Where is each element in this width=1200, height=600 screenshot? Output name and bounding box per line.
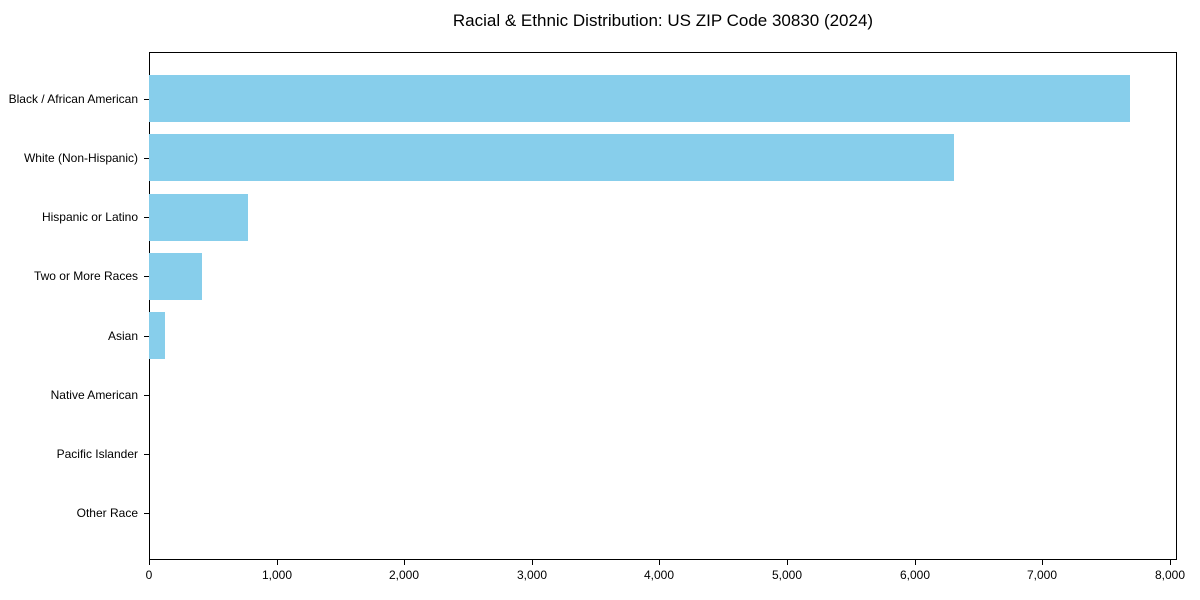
x-tick-mark	[149, 560, 150, 565]
x-tick-label-1000: 1,000	[261, 568, 293, 582]
x-tick-label-8000: 8,000	[1154, 568, 1186, 582]
bar-black-african-american	[149, 75, 1130, 122]
x-tick-mark	[787, 560, 788, 565]
y-tick-label-other-race: Other Race	[76, 506, 138, 520]
x-tick-mark	[277, 560, 278, 565]
x-tick-label-6000: 6,000	[899, 568, 931, 582]
bar-hispanic-or-latino	[149, 194, 248, 241]
x-tick-mark	[915, 560, 916, 565]
y-tick-mark	[144, 99, 149, 100]
bar-white-non-hispanic	[149, 134, 954, 181]
y-tick-mark	[144, 454, 149, 455]
x-tick-mark	[659, 560, 660, 565]
chart-title: Racial & Ethnic Distribution: US ZIP Cod…	[452, 11, 874, 30]
y-tick-label-native-american: Native American	[50, 388, 138, 402]
x-tick-label-0: 0	[145, 568, 153, 582]
bar-two-or-more-races	[149, 253, 202, 300]
x-tick-label-2000: 2,000	[388, 568, 420, 582]
y-tick-label-asian: Asian	[107, 329, 138, 343]
y-tick-mark	[144, 395, 149, 396]
y-tick-mark	[144, 336, 149, 337]
y-tick-mark	[144, 217, 149, 218]
x-tick-label-4000: 4,000	[643, 568, 675, 582]
x-tick-mark	[1042, 560, 1043, 565]
y-tick-label-pacific-islander: Pacific Islander	[56, 447, 138, 461]
x-tick-label-7000: 7,000	[1026, 568, 1058, 582]
y-tick-label-hispanic-or-latino: Hispanic or Latino	[41, 210, 138, 224]
y-tick-label-white-non-hispanic: White (Non-Hispanic)	[23, 151, 138, 165]
plot-area	[149, 52, 1177, 560]
y-tick-label-two-or-more-races: Two or More Races	[33, 269, 138, 283]
y-tick-label-black-african-american: Black / African American	[8, 92, 138, 106]
x-tick-mark	[1170, 560, 1171, 565]
x-tick-label-5000: 5,000	[771, 568, 803, 582]
x-tick-mark	[532, 560, 533, 565]
y-tick-mark	[144, 276, 149, 277]
bar-asian	[149, 312, 165, 359]
x-tick-label-3000: 3,000	[516, 568, 548, 582]
y-tick-mark	[144, 513, 149, 514]
x-tick-mark	[404, 560, 405, 565]
y-tick-mark	[144, 158, 149, 159]
